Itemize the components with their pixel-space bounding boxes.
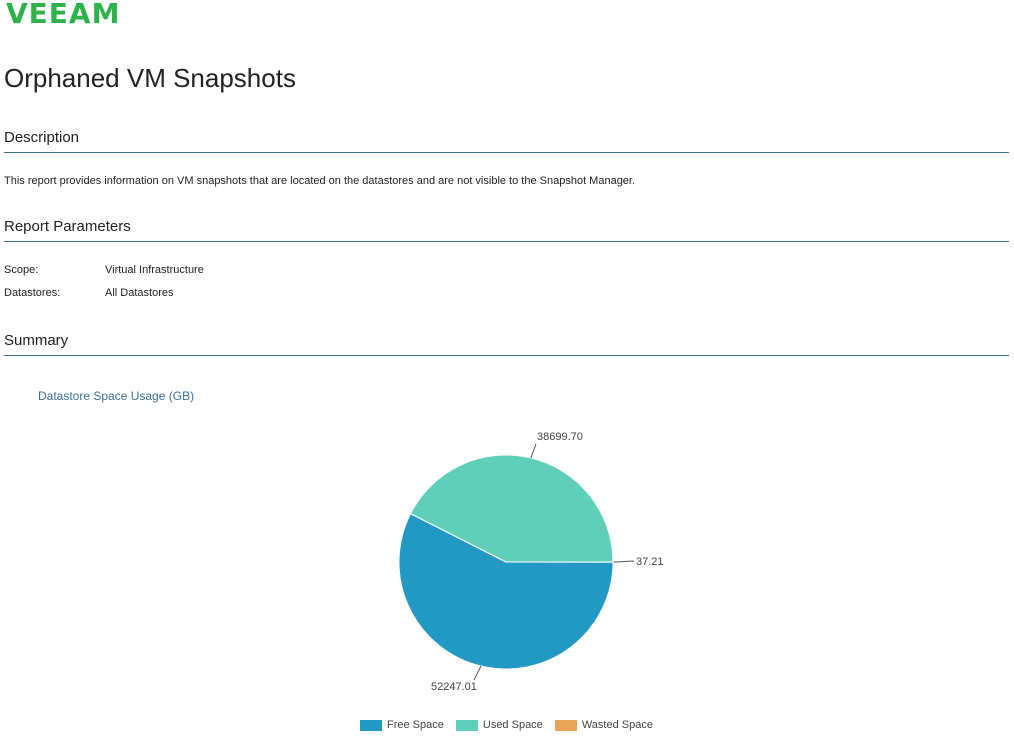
pie-slice-free-space <box>398 512 614 670</box>
pie-data-label: 52247.01 <box>431 681 477 693</box>
param-label-scope: Scope: <box>4 264 39 276</box>
legend-item: Used Space <box>455 719 543 731</box>
pie-data-label: 38699.70 <box>537 431 583 443</box>
description-text: This report provides information on VM s… <box>4 175 636 187</box>
legend-label: Used Space <box>482 719 543 731</box>
legend-item: Wasted Space <box>554 719 653 731</box>
param-label-datastores: Datastores: <box>4 287 61 299</box>
param-value-scope: Virtual Infrastructure <box>105 264 204 276</box>
section-heading-report-parameters: Report Parameters <box>4 217 1009 242</box>
pie-leader-line <box>530 443 537 459</box>
legend-swatch <box>360 719 382 731</box>
chart-legend: Free Space Used Space Wasted Space <box>360 719 653 731</box>
veeam-logo: VEEAM <box>6 0 121 30</box>
legend-label: Wasted Space <box>581 719 653 731</box>
legend-swatch <box>554 719 577 731</box>
pie-leader-line <box>473 665 482 681</box>
pie-slice-used-space <box>409 454 614 563</box>
legend-label: Free Space <box>387 719 444 731</box>
legend-item: Free Space <box>360 719 444 731</box>
section-heading-summary: Summary <box>4 331 1009 356</box>
pie-leader-line <box>612 560 635 563</box>
param-value-datastores: All Datastores <box>105 287 174 299</box>
chart-title: Datastore Space Usage (GB) <box>38 389 195 403</box>
pie-data-label: 37.21 <box>636 556 664 568</box>
section-heading-description: Description <box>4 128 1009 153</box>
page-title: Orphaned VM Snapshots <box>4 63 296 93</box>
legend-swatch <box>455 719 478 731</box>
